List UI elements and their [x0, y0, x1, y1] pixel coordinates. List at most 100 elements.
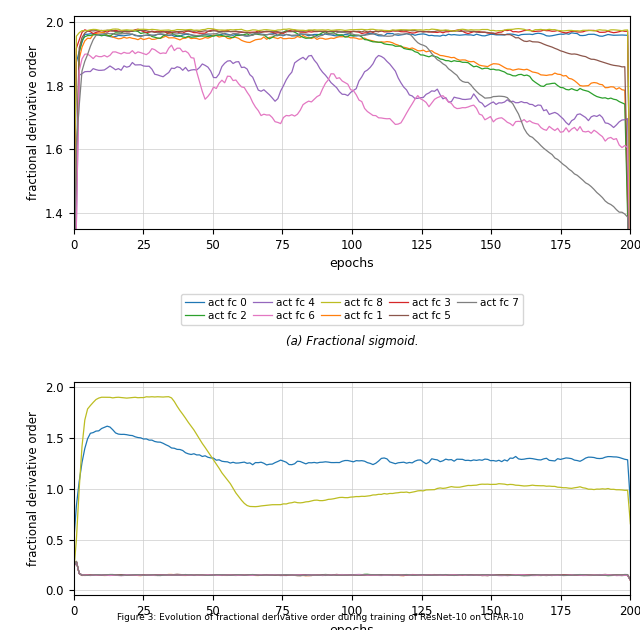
- act fc 8: [103, 394, 111, 401]
- act fc 2: [602, 571, 609, 579]
- act fc 3: [70, 563, 77, 570]
- Y-axis label: fractional derivative order: fractional derivative order: [27, 411, 40, 566]
- Line: act fc 0: act fc 0: [74, 33, 630, 261]
- act fc 5: [173, 28, 181, 35]
- X-axis label: epochs: epochs: [330, 257, 374, 270]
- act fc 0: [602, 32, 609, 39]
- act fc 6: [168, 42, 175, 49]
- act fc 2: [70, 563, 77, 570]
- act fc 6: [602, 137, 609, 145]
- act fc 3: [602, 571, 609, 579]
- act fc 3: [176, 29, 184, 37]
- act fc 1: [106, 571, 114, 579]
- act fc 3: [627, 576, 634, 584]
- act fc 2: [627, 576, 634, 584]
- act fc 5: [218, 28, 226, 35]
- act fc 8: [92, 26, 100, 33]
- Line: act fc 8: act fc 8: [74, 397, 630, 573]
- act fc 2: [95, 571, 102, 579]
- Line: act fc 1: act fc 1: [74, 562, 630, 580]
- act fc 7: [70, 563, 77, 570]
- act fc 3: [602, 28, 609, 36]
- act fc 6: [176, 571, 184, 579]
- act fc 3: [106, 571, 114, 579]
- Line: act fc 5: act fc 5: [74, 30, 630, 304]
- act fc 6: [95, 571, 102, 579]
- act fc 0: [568, 29, 575, 37]
- act fc 3: [627, 237, 634, 244]
- act fc 4: [627, 252, 634, 260]
- act fc 5: [92, 27, 100, 35]
- act fc 4: [95, 571, 102, 578]
- act fc 5: [106, 571, 114, 578]
- act fc 5: [70, 295, 77, 302]
- act fc 2: [221, 571, 228, 579]
- act fc 2: [582, 87, 589, 94]
- Line: act fc 1: act fc 1: [74, 33, 630, 316]
- act fc 1: [602, 84, 609, 91]
- act fc 2: [602, 94, 609, 101]
- act fc 2: [92, 31, 100, 38]
- act fc 3: [95, 571, 102, 579]
- act fc 6: [582, 571, 589, 579]
- Line: act fc 2: act fc 2: [74, 31, 630, 326]
- Line: act fc 2: act fc 2: [74, 561, 630, 580]
- act fc 3: [582, 571, 589, 578]
- act fc 0: [627, 239, 634, 247]
- act fc 4: [70, 563, 77, 570]
- act fc 1: [221, 32, 228, 40]
- act fc 0: [602, 454, 609, 461]
- act fc 8: [70, 241, 77, 249]
- act fc 4: [582, 571, 589, 579]
- act fc 3: [92, 28, 100, 36]
- act fc 8: [627, 520, 634, 527]
- act fc 7: [582, 571, 589, 578]
- act fc 5: [627, 576, 634, 584]
- act fc 0: [627, 500, 634, 507]
- act fc 6: [602, 571, 609, 578]
- Line: act fc 7: act fc 7: [74, 561, 630, 580]
- act fc 8: [103, 26, 111, 34]
- act fc 5: [400, 26, 408, 34]
- act fc 4: [602, 571, 609, 579]
- act fc 7: [106, 571, 114, 578]
- Line: act fc 5: act fc 5: [74, 561, 630, 580]
- Line: act fc 6: act fc 6: [74, 562, 630, 580]
- act fc 6: [627, 270, 634, 278]
- act fc 7: [335, 28, 343, 36]
- act fc 2: [106, 571, 114, 579]
- act fc 4: [103, 64, 111, 72]
- act fc 1: [95, 571, 102, 579]
- act fc 7: [72, 558, 80, 565]
- act fc 0: [173, 33, 181, 40]
- act fc 7: [173, 30, 181, 38]
- act fc 7: [92, 32, 100, 39]
- act fc 0: [103, 32, 111, 40]
- act fc 7: [627, 362, 634, 370]
- act fc 3: [103, 28, 111, 36]
- act fc 5: [176, 571, 184, 578]
- act fc 4: [308, 52, 316, 59]
- act fc 0: [582, 454, 589, 462]
- act fc 0: [70, 539, 77, 547]
- act fc 6: [582, 128, 589, 135]
- act fc 2: [282, 27, 290, 35]
- act fc 8: [582, 26, 589, 34]
- act fc 4: [106, 571, 114, 579]
- act fc 8: [221, 472, 228, 480]
- Text: (a) Fractional sigmoid.: (a) Fractional sigmoid.: [285, 335, 419, 348]
- act fc 0: [176, 445, 184, 453]
- act fc 4: [173, 63, 181, 71]
- act fc 1: [602, 571, 609, 579]
- act fc 7: [582, 179, 589, 186]
- act fc 1: [582, 82, 589, 89]
- act fc 5: [602, 59, 609, 67]
- act fc 2: [70, 297, 77, 305]
- act fc 8: [173, 26, 181, 33]
- act fc 1: [92, 30, 100, 37]
- act fc 2: [627, 323, 634, 330]
- act fc 6: [103, 53, 111, 60]
- X-axis label: epochs: epochs: [330, 624, 374, 630]
- act fc 6: [176, 45, 184, 52]
- act fc 0: [103, 422, 111, 430]
